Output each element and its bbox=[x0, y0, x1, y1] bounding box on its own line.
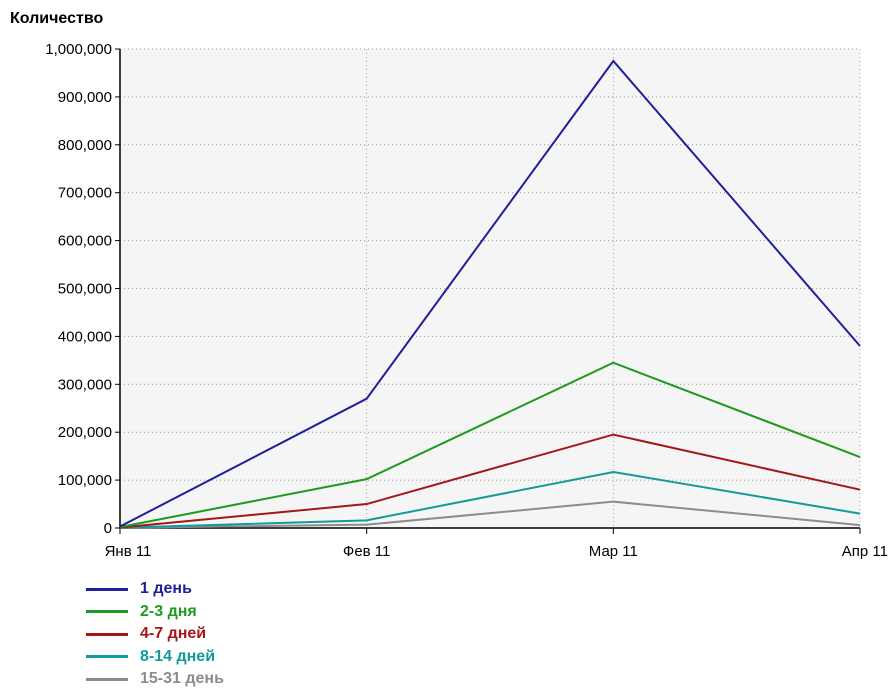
y-tick-label: 200,000 bbox=[58, 424, 112, 441]
legend-item: 2-3 дня bbox=[86, 601, 224, 624]
legend-label: 8-14 дней bbox=[140, 647, 216, 665]
legend-item: 4-7 дней bbox=[86, 623, 224, 646]
series-line bbox=[119, 470, 861, 529]
x-tick-label: Мар 11 bbox=[589, 543, 638, 560]
series-line bbox=[119, 500, 861, 529]
y-tick-label: 0 bbox=[104, 520, 112, 537]
legend-swatch bbox=[86, 587, 128, 591]
y-tick-label: 600,000 bbox=[58, 233, 112, 250]
legend-item: 1 день bbox=[86, 578, 224, 601]
legend-swatch bbox=[86, 677, 128, 681]
x-tick-label: Фев 11 bbox=[343, 543, 390, 560]
y-tick-labels: 0 100,000 200,000 300,000 400,000 500,000 600,… bbox=[45, 41, 112, 537]
legend-label: 1 день bbox=[140, 580, 192, 598]
legend-label: 2-3 дня bbox=[140, 602, 197, 620]
axes bbox=[115, 48, 861, 534]
y-tick-label: 900,000 bbox=[58, 89, 112, 106]
legend-item: 8-14 дней bbox=[86, 646, 224, 669]
y-tick-label: 400,000 bbox=[58, 328, 112, 345]
series-line bbox=[119, 361, 861, 529]
legend-label: 4-7 дней bbox=[140, 625, 207, 643]
legend-swatch bbox=[86, 632, 128, 636]
y-tick-label: 700,000 bbox=[58, 185, 112, 202]
y-tick-label: 800,000 bbox=[58, 137, 112, 154]
legend-item: 15-31 день bbox=[86, 668, 224, 691]
y-axis-label: Количество bbox=[10, 10, 103, 27]
y-tick-label: 100,000 bbox=[58, 472, 112, 489]
series-lines bbox=[119, 59, 861, 529]
y-tick-label: 1,000,000 bbox=[45, 41, 112, 58]
y-tick-label: 500,000 bbox=[58, 281, 112, 298]
legend-swatch bbox=[86, 610, 128, 614]
series-line bbox=[119, 433, 861, 529]
legend-label: 15-31 день bbox=[140, 670, 224, 688]
x-tick-label: Апр 11 bbox=[842, 543, 888, 560]
y-tick-label: 300,000 bbox=[58, 376, 112, 393]
series-line bbox=[119, 59, 861, 528]
x-tick-labels: Янв 11 Фев 11 Мар 11 Апр 11 bbox=[105, 543, 888, 560]
gridlines bbox=[120, 48, 861, 528]
legend: 1 день 2-3 дня 4-7 дней 8-14 дней 15-31 день bbox=[86, 578, 224, 691]
legend-swatch bbox=[86, 655, 128, 659]
x-tick-label: Янв 11 bbox=[105, 543, 152, 560]
